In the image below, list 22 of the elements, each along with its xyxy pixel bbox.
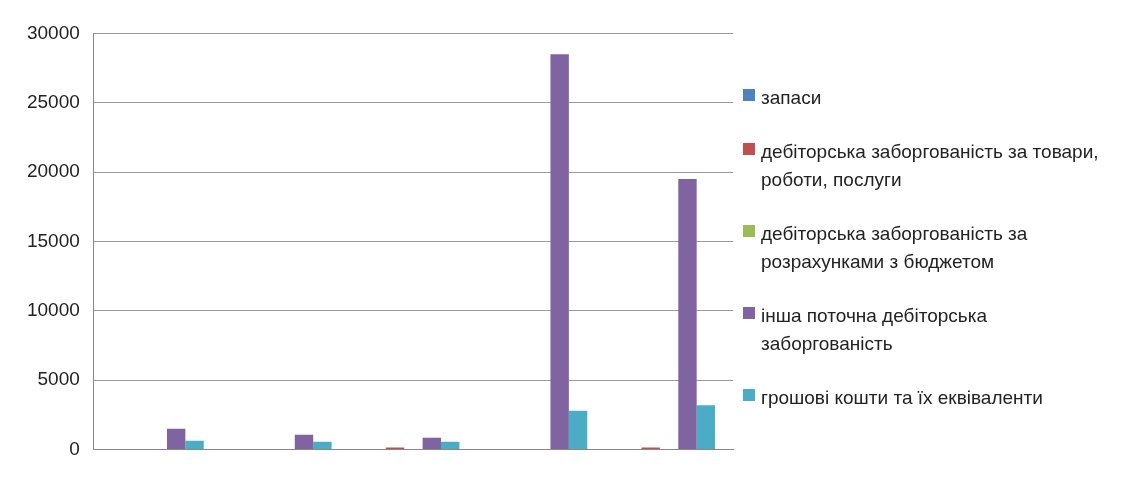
bar — [678, 179, 697, 450]
bar — [185, 440, 204, 450]
y-tick-label: 25000 — [26, 91, 80, 112]
bar — [550, 54, 569, 450]
bar — [313, 441, 332, 450]
y-tick-label: 20000 — [26, 160, 80, 182]
bar — [441, 441, 460, 450]
legend-label: інша поточна дебіторська заборгованість — [761, 304, 988, 356]
bar — [568, 410, 588, 450]
legend-label: дебіторська заборгованість за розрахунками з бюджетом — [761, 222, 1029, 274]
bar — [166, 428, 186, 450]
y-tick-label: 0 — [69, 437, 80, 459]
bar — [696, 405, 716, 450]
y-tick-label: 10000 — [26, 299, 80, 321]
y-tick-label: 5000 — [37, 368, 80, 390]
legend-label: запаси — [761, 86, 822, 110]
y-tick-label: 15000 — [26, 229, 80, 251]
legend-label: грошові кошти та їх еквіваленти — [761, 386, 1043, 410]
legend-label: дебіторська заборгованість за товари, роботи, послуги — [761, 140, 1100, 192]
bar — [294, 434, 314, 450]
y-tick-label: 30000 — [26, 21, 80, 43]
bar — [422, 437, 442, 450]
